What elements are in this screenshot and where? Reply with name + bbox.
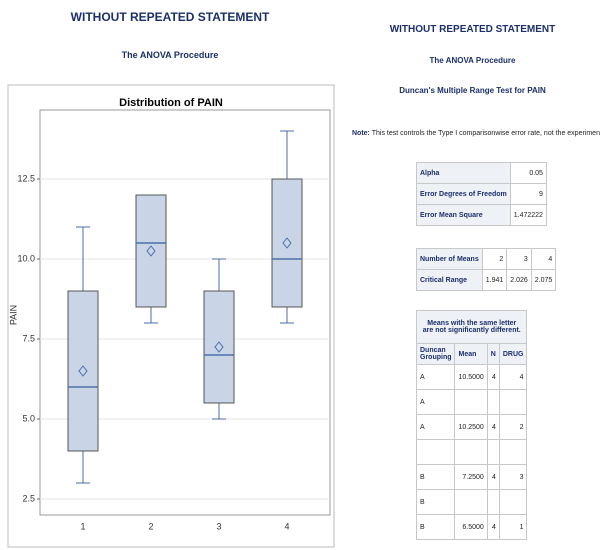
table-cell: 2: [481, 248, 508, 270]
table-row: A: [415, 389, 528, 415]
table-cell: [486, 389, 500, 415]
table-cell: [454, 439, 488, 465]
table-cell: 4: [486, 514, 500, 540]
header-cell: N: [486, 343, 500, 365]
table-cell: 1.472222: [509, 204, 547, 226]
mean: [282, 237, 292, 249]
table-cell: 4: [530, 248, 557, 270]
right-subtitle: The ANOVA Procedure: [429, 56, 516, 65]
table-cell: 10.2500: [454, 414, 488, 440]
table-cell: 1.941: [481, 269, 508, 291]
table1: Alpha 0.05 Error Degrees of Freedom 9 Error …: [416, 162, 547, 226]
table2: Number of Means 2 3 4 Critical Range 1.941 2.0…: [416, 248, 557, 291]
table-cell: 4: [486, 364, 500, 390]
table-cell: 4: [486, 464, 500, 490]
x-tick-label: 4: [284, 521, 289, 531]
table-cell: [498, 489, 528, 515]
table-cell: [454, 489, 488, 515]
table-row: Duncan Grouping Mean N DRUG: [415, 343, 528, 365]
box: [135, 194, 167, 308]
table-row: A 10.5000 4 4: [415, 364, 528, 390]
chart-title: Distribution of PAIN: [119, 97, 223, 109]
caption-line: are not significantly different.: [422, 327, 521, 334]
table-cell: Alpha: [416, 162, 511, 184]
box: [67, 290, 99, 452]
table-caption: Means with the same letter are not signif…: [415, 310, 528, 344]
table-row: B 6.5000 4 1: [415, 514, 528, 540]
table-cell: 3: [506, 248, 532, 270]
box: [271, 178, 303, 308]
table-row: B 7.2500 4 3: [415, 464, 528, 490]
table-cell: B: [415, 514, 456, 540]
left-title: WITHOUT REPEATED STATEMENT: [70, 10, 270, 24]
table-row: Means with the same letter are not signif…: [415, 310, 528, 344]
table-cell: 2: [498, 414, 528, 440]
table-row: A 10.2500 4 2: [415, 414, 528, 440]
table-cell: [498, 389, 528, 415]
table-cell: 1: [498, 514, 528, 540]
table-cell: 2.075: [530, 269, 557, 291]
table-cell: 7.2500: [454, 464, 488, 490]
table-row: B: [415, 489, 528, 515]
table3: Means with the same letter are not signif…: [415, 310, 528, 540]
table-cell: B: [415, 464, 456, 490]
mean: [214, 341, 224, 353]
table-cell: 3: [498, 464, 528, 490]
note: Note: This test controls the Type I comp…: [352, 130, 600, 137]
chart: Distribution of PAIN PAIN 2.5 5.0 7.5 10.0 1…: [7, 84, 335, 548]
y-axis-label: PAIN: [8, 305, 18, 325]
x-tick-label: 3: [216, 521, 221, 531]
table-row: Error Degrees of Freedom 9: [416, 183, 547, 205]
x-tick-label: 1: [80, 521, 85, 531]
table-row: Error Mean Square 1.472222: [416, 204, 547, 226]
table-cell: 9: [509, 183, 547, 205]
table-cell: 10.5000: [454, 364, 488, 390]
y-tick-label: 12.5: [17, 173, 35, 183]
y-tick-label: 5.0: [22, 413, 35, 423]
table-cell: A: [415, 389, 456, 415]
table-cell: [415, 439, 456, 465]
table-row: Alpha 0.05: [416, 162, 547, 184]
table-cell: Error Degrees of Freedom: [416, 183, 511, 205]
table-row: Number of Means 2 3 4: [416, 248, 557, 270]
table-cell: A: [415, 364, 456, 390]
table-cell: [486, 489, 500, 515]
box: [203, 290, 235, 404]
table-cell: [454, 389, 488, 415]
table-cell: 4: [498, 364, 528, 390]
table-cell: 4: [486, 414, 500, 440]
table-cell: 2.026: [506, 269, 532, 291]
table-row: [415, 439, 528, 465]
header-cell: Mean: [454, 343, 488, 365]
table-cell: Error Mean Square: [416, 204, 511, 226]
x-tick-label: 2: [148, 521, 153, 531]
note-text: This test controls the Type I comparison…: [371, 130, 600, 137]
table-cell: [498, 439, 528, 465]
table-cell: Number of Means: [416, 248, 483, 270]
caption-line: Means with the same letter: [427, 320, 517, 327]
table-cell: 6.5000: [454, 514, 488, 540]
note-label: Note:: [352, 130, 370, 137]
table-cell: Critical Range: [416, 269, 483, 291]
y-tick-label: 2.5: [22, 493, 35, 503]
y-tick-label: 10.0: [17, 253, 35, 263]
header-cell: Duncan Grouping: [415, 343, 456, 365]
table-cell: A: [415, 414, 456, 440]
mean: [146, 245, 156, 257]
header-cell: DRUG: [498, 343, 528, 365]
table-cell: B: [415, 489, 456, 515]
right-title: WITHOUT REPEATED STATEMENT: [389, 24, 556, 35]
test-title: Duncan's Multiple Range Test for PAIN: [399, 86, 546, 95]
table-cell: [486, 439, 500, 465]
left-subtitle: The ANOVA Procedure: [121, 50, 219, 60]
mean: [78, 365, 88, 377]
table-cell: 0.05: [509, 162, 547, 184]
table-row: Critical Range 1.941 2.026 2.075: [416, 269, 557, 291]
y-tick-label: 7.5: [22, 333, 35, 343]
